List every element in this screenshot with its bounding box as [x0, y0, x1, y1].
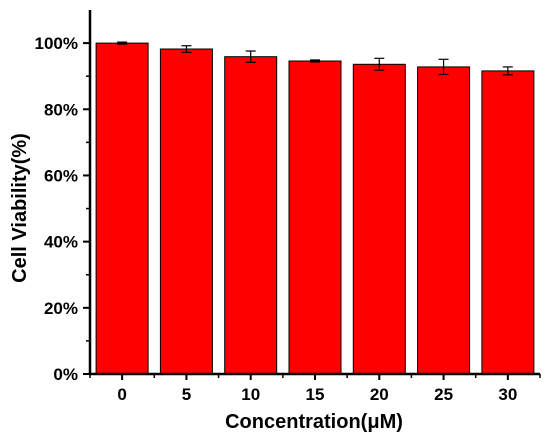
x-tick-label-15: 15 [306, 385, 325, 404]
error-bars-layer [117, 41, 513, 76]
bar-5 [159, 48, 213, 375]
bar-30 [481, 70, 535, 375]
bar-0 [95, 42, 149, 375]
x-tick-label-10: 10 [241, 385, 260, 404]
y-tick-label: 100% [35, 34, 78, 53]
y-tick-label: 20% [44, 299, 78, 318]
error-bar-15 [310, 59, 320, 63]
error-bar-10 [245, 50, 256, 63]
x-tick-label-25: 25 [434, 385, 453, 404]
bar-15 [288, 60, 342, 375]
error-bar-25 [438, 58, 449, 76]
ticks-layer: 0 5 10 15 20 25 30 0% 20% 40% 60% 80% 100% [35, 34, 541, 404]
y-tick-label: 40% [44, 233, 78, 252]
y-axis-title: Cell Viability(%) [9, 133, 31, 283]
y-tick-label: 80% [44, 100, 78, 119]
error-bar-30 [502, 66, 513, 76]
x-tick-label-20: 20 [370, 385, 389, 404]
x-axis-title: Concentration(μM) [225, 411, 403, 433]
x-tick-label-5: 5 [182, 385, 191, 404]
error-bar-5 [181, 45, 192, 53]
bar-10 [224, 56, 278, 375]
x-tick-label-0: 0 [117, 385, 126, 404]
bar-20 [352, 63, 406, 375]
y-tick-label: 0% [53, 365, 78, 384]
error-bar-20 [374, 57, 385, 71]
error-bar-0 [117, 41, 128, 45]
x-tick-label-30: 30 [498, 385, 517, 404]
y-tick-label: 60% [44, 166, 78, 185]
bars-layer [95, 42, 535, 375]
bar-25 [417, 66, 471, 375]
